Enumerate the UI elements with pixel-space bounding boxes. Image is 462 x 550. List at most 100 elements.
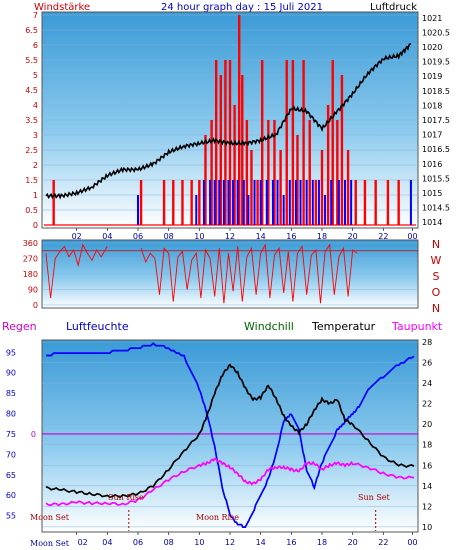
wind-bar [261, 60, 264, 225]
regen-zero-label: 0 [31, 430, 36, 439]
gust-bar [213, 180, 216, 225]
gust-bar [344, 180, 346, 225]
wind-tick-label: 0.5 [25, 206, 38, 215]
humidity-tick-label: 60 [6, 491, 16, 500]
direction-tick-label: 360 [23, 239, 38, 248]
gust-bar [202, 180, 205, 225]
wind-tick-label: 3.5 [25, 116, 38, 125]
temperature-tick-label: 14 [422, 482, 432, 491]
temperature-tick-label: 24 [422, 379, 432, 388]
sun-rise-label: Sun Rise [108, 493, 144, 502]
gust-bar [288, 180, 291, 225]
humidity-tick-label: 80 [6, 410, 16, 419]
hour-tick-label: 22 [378, 538, 388, 547]
hour-tick-label: 16 [286, 538, 296, 547]
wind-bar [296, 135, 299, 225]
hour-tick-label: 06 [133, 538, 143, 547]
wind-bar [233, 105, 236, 225]
temperature-tick-label: 16 [422, 461, 432, 470]
temp-humidity-lines [45, 342, 415, 528]
compass-label: N [432, 238, 440, 251]
humidity-tick-label: 65 [6, 471, 16, 480]
gust-bar [324, 195, 327, 225]
wind-tick-label: 3 [33, 131, 38, 140]
pressure-tick-label: 1019.5 [422, 58, 450, 67]
gust-bar [294, 180, 297, 225]
wind-bar [181, 180, 184, 225]
wind-bar [340, 75, 344, 225]
wind-tick-label: 6 [33, 41, 38, 50]
gust-bar [350, 180, 353, 225]
hour-tick-label: 14 [256, 538, 266, 547]
hour-tick-label: 12 [225, 232, 235, 241]
hour-tick-label: 22 [378, 232, 388, 241]
gust-bar [317, 180, 320, 225]
wind-bar [291, 60, 295, 225]
gust-bar [232, 180, 235, 225]
wind-tick-label: 0 [33, 221, 38, 230]
humidity-tick-label: 85 [6, 389, 16, 398]
temperature-tick-label: 10 [422, 523, 432, 532]
wind-bar [320, 150, 324, 225]
humidity-tick-label: 90 [6, 369, 16, 378]
humidity-tick-label: 55 [6, 512, 16, 521]
pressure-tick-label: 1021 [422, 14, 442, 23]
temperature-tick-label: 20 [422, 420, 432, 429]
humidity-tick-label: 70 [6, 450, 16, 459]
direction-polyline [140, 243, 358, 304]
temperature-polyline [45, 363, 415, 499]
wind-bar [241, 75, 244, 225]
wind-bar [336, 120, 339, 225]
pressure-scale-labels: 1014 1014.5 1015 1015.5 1016 1016.5 1017 1017.5… [422, 14, 450, 227]
pressure-tick-label: 1015.5 [422, 174, 450, 183]
hour-tick-label: 18 [317, 232, 327, 241]
wind-bar [285, 60, 288, 225]
pressure-line [45, 43, 411, 200]
wind-bar [139, 180, 143, 225]
gust-bar [311, 180, 314, 225]
gust-bar [195, 195, 198, 225]
wind-tick-label: 7 [33, 11, 38, 20]
wind-tick-label: 4.5 [25, 86, 38, 95]
temperature-tick-label: 22 [422, 400, 432, 409]
pressure-tick-label: 1017 [422, 131, 442, 140]
pressure-polyline [45, 43, 411, 200]
wind-bar [308, 120, 311, 225]
compass-label: W [431, 254, 442, 267]
wind-bar [363, 180, 367, 225]
moon-set-label: Moon Set [30, 513, 70, 522]
direction-line [45, 243, 358, 304]
hour-tick-label: 00 [407, 538, 417, 547]
hour-tick-label: 02 [78, 538, 88, 547]
legend-luftfeuchte: Luftfeuchte [66, 320, 129, 333]
wind-bar [190, 180, 193, 225]
temperature-tick-label: 18 [422, 441, 432, 450]
sun-set-label: Sun Set [358, 493, 391, 502]
wind-bar [279, 150, 282, 225]
humidity-scale-labels: 55 60 65 70 75 80 85 90 95 [6, 348, 16, 520]
pressure-tick-label: 1016.5 [422, 145, 450, 154]
wind-bar [267, 120, 270, 225]
gust-bar [253, 180, 256, 225]
direction-tick-label: 90 [28, 286, 38, 295]
gust-bar [209, 180, 212, 225]
wind-hour-ticks: 02 04 06 08 10 12 14 16 18 20 22 00 [72, 228, 418, 241]
hour-tick-label: 18 [317, 538, 327, 547]
wind-bar [219, 75, 222, 225]
gust-bar [330, 180, 333, 225]
pressure-tick-label: 1014 [422, 218, 442, 227]
gust-bar [236, 180, 239, 225]
hour-tick-label: 08 [164, 538, 174, 547]
pressure-tick-label: 1019 [422, 72, 442, 81]
gust-bar [305, 180, 308, 225]
wind-bar [250, 150, 253, 225]
gust-bar [265, 180, 268, 225]
direction-tick-label: 0 [33, 301, 38, 310]
hour-tick-label: 02 [72, 232, 82, 241]
wind-bar [52, 180, 55, 225]
wind-bar [314, 180, 318, 225]
pressure-tick-label: 1018 [422, 101, 442, 110]
wind-bar [374, 180, 377, 225]
